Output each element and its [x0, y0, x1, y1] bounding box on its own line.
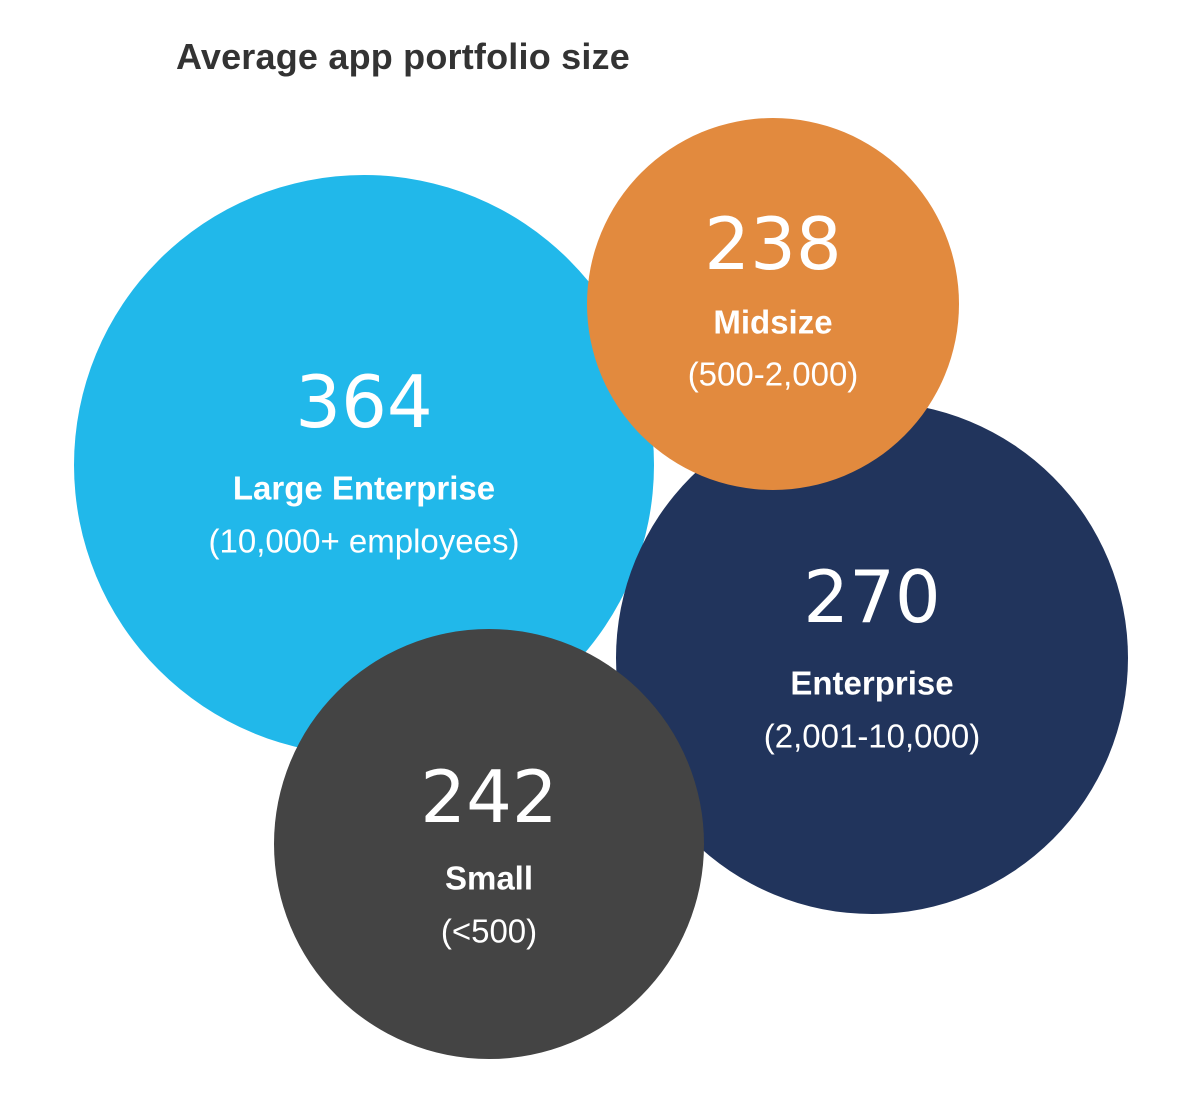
- bubble-label-large-enterprise: Large Enterprise: [233, 470, 495, 507]
- chart-title: Average app portfolio size: [176, 36, 630, 77]
- bubble-sublabel-large-enterprise: (10,000+ employees): [209, 523, 520, 560]
- bubble-label-small: Small: [445, 860, 533, 897]
- bubble-midsize: 238 Midsize (500-2,000): [587, 118, 959, 490]
- bubble-value-small: 242: [420, 755, 557, 839]
- bubble-circle-enterprise: [616, 402, 1128, 914]
- bubble-sublabel-midsize: (500-2,000): [688, 356, 859, 393]
- bubble-label-midsize: Midsize: [713, 304, 832, 341]
- bubble-large-enterprise: 364 Large Enterprise (10,000+ employees): [74, 175, 654, 755]
- bubble-value-enterprise: 270: [803, 555, 940, 639]
- bubble-circle-large-enterprise: [74, 175, 654, 755]
- bubble-circle-small: [274, 629, 704, 1059]
- bubble-circle-midsize: [587, 118, 959, 490]
- bubble-small: 242 Small (<500): [274, 629, 704, 1059]
- bubble-value-midsize: 238: [704, 202, 841, 286]
- bubble-value-large-enterprise: 364: [295, 360, 432, 444]
- bubble-label-enterprise: Enterprise: [790, 665, 953, 702]
- bubble-sublabel-enterprise: (2,001-10,000): [764, 718, 980, 755]
- bubble-enterprise: 270 Enterprise (2,001-10,000): [616, 402, 1128, 914]
- bubble-sublabel-small: (<500): [441, 913, 537, 950]
